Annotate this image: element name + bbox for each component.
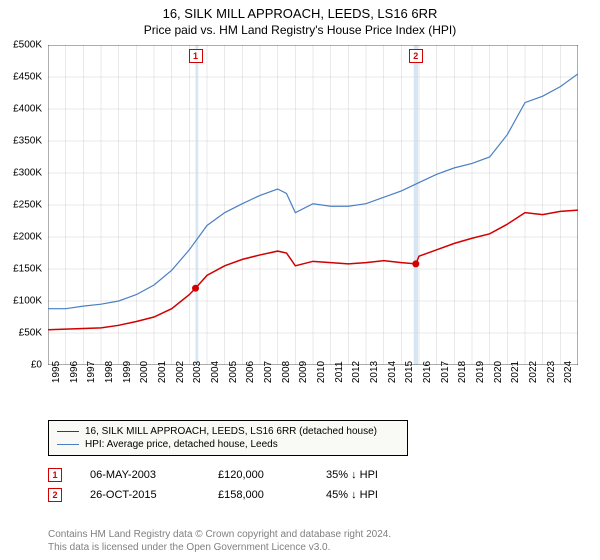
y-tick-label: £150K — [13, 264, 42, 275]
legend-label: HPI: Average price, detached house, Leed… — [85, 439, 278, 450]
page-subtitle: Price paid vs. HM Land Registry's House … — [0, 23, 600, 37]
x-tick-label: 2014 — [387, 361, 398, 383]
sale-date: 26-OCT-2015 — [90, 489, 190, 501]
y-tick-label: £100K — [13, 296, 42, 307]
plot-marker: 1 — [189, 49, 203, 63]
x-tick-label: 2003 — [192, 361, 203, 383]
x-tick-label: 2005 — [228, 361, 239, 383]
x-tick-label: 2006 — [245, 361, 256, 383]
legend: 16, SILK MILL APPROACH, LEEDS, LS16 6RR … — [48, 420, 408, 456]
x-tick-label: 2010 — [316, 361, 327, 383]
x-tick-label: 2021 — [510, 361, 521, 383]
sale-price: £158,000 — [218, 489, 298, 501]
legend-swatch — [57, 431, 79, 433]
chart-svg — [48, 45, 578, 365]
legend-row-hpi: HPI: Average price, detached house, Leed… — [57, 438, 399, 451]
attribution-line: Contains HM Land Registry data © Crown c… — [48, 528, 578, 541]
y-tick-label: £300K — [13, 168, 42, 179]
page-title: 16, SILK MILL APPROACH, LEEDS, LS16 6RR — [0, 0, 600, 21]
x-tick-label: 2013 — [369, 361, 380, 383]
x-axis-labels: 1995199619971998199920002001200220032004… — [48, 368, 578, 418]
sale-date: 06-MAY-2003 — [90, 469, 190, 481]
x-tick-label: 2012 — [351, 361, 362, 383]
x-tick-label: 2023 — [546, 361, 557, 383]
legend-label: 16, SILK MILL APPROACH, LEEDS, LS16 6RR … — [85, 426, 377, 437]
y-tick-label: £250K — [13, 200, 42, 211]
sale-marker-icon: 2 — [48, 488, 62, 502]
x-tick-label: 2016 — [422, 361, 433, 383]
sale-row: 1 06-MAY-2003 £120,000 35% ↓ HPI — [48, 468, 578, 482]
x-tick-label: 2011 — [334, 361, 345, 383]
x-tick-label: 2018 — [457, 361, 468, 383]
legend-row-property: 16, SILK MILL APPROACH, LEEDS, LS16 6RR … — [57, 425, 399, 438]
x-tick-label: 2020 — [493, 361, 504, 383]
y-tick-label: £50K — [19, 328, 42, 339]
x-tick-label: 2000 — [139, 361, 150, 383]
y-tick-label: £200K — [13, 232, 42, 243]
chart-plot-area: 12 — [48, 45, 578, 365]
x-tick-label: 2008 — [281, 361, 292, 383]
x-tick-label: 2019 — [475, 361, 486, 383]
y-tick-label: £350K — [13, 136, 42, 147]
y-tick-label: £450K — [13, 72, 42, 83]
sale-marker-icon: 1 — [48, 468, 62, 482]
x-tick-label: 2022 — [528, 361, 539, 383]
sale-price: £120,000 — [218, 469, 298, 481]
sale-row: 2 26-OCT-2015 £158,000 45% ↓ HPI — [48, 488, 578, 502]
x-tick-label: 1995 — [51, 361, 62, 383]
x-tick-label: 1996 — [69, 361, 80, 383]
x-tick-label: 2004 — [210, 361, 221, 383]
x-tick-label: 2001 — [157, 361, 168, 383]
attribution-line: This data is licensed under the Open Gov… — [48, 541, 578, 554]
x-tick-label: 1999 — [122, 361, 133, 383]
attribution: Contains HM Land Registry data © Crown c… — [48, 528, 578, 554]
sale-hpi-diff: 45% ↓ HPI — [326, 489, 406, 501]
y-tick-label: £0 — [31, 360, 42, 371]
x-tick-label: 2009 — [298, 361, 309, 383]
y-tick-label: £400K — [13, 104, 42, 115]
x-tick-label: 1997 — [86, 361, 97, 383]
x-tick-label: 2002 — [175, 361, 186, 383]
x-tick-label: 1998 — [104, 361, 115, 383]
y-tick-label: £500K — [13, 40, 42, 51]
x-tick-label: 2007 — [263, 361, 274, 383]
legend-swatch — [57, 444, 79, 445]
y-axis-labels: £0£50K£100K£150K£200K£250K£300K£350K£400… — [0, 45, 46, 365]
x-tick-label: 2015 — [404, 361, 415, 383]
x-tick-label: 2024 — [563, 361, 574, 383]
plot-marker: 2 — [409, 49, 423, 63]
x-tick-label: 2017 — [440, 361, 451, 383]
sale-hpi-diff: 35% ↓ HPI — [326, 469, 406, 481]
sales-table: 1 06-MAY-2003 £120,000 35% ↓ HPI 2 26-OC… — [48, 462, 578, 502]
